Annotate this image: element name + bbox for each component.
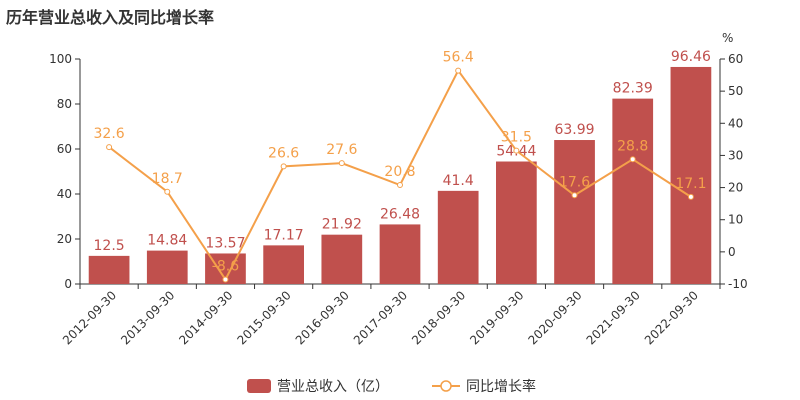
y-right-tick-label: 40 xyxy=(728,116,743,130)
bar-data-label: 63.99 xyxy=(554,122,594,138)
bar-data-label: 96.46 xyxy=(671,49,711,65)
x-tick-label: 2017-09-30 xyxy=(351,288,410,347)
growth-rate-data-label: 28.8 xyxy=(617,138,648,154)
growth-rate-data-label: 56.4 xyxy=(443,50,474,66)
chart-title: 历年营业总收入及同比增长率 xyxy=(6,8,215,27)
growth-rate-point xyxy=(455,67,462,74)
bar xyxy=(670,66,712,284)
growth-rate-data-label: 31.5 xyxy=(501,130,532,146)
legend-swatch-revenue xyxy=(247,379,271,393)
x-tick-label: 2014-09-30 xyxy=(176,288,235,347)
bar xyxy=(146,250,188,284)
growth-rate-point xyxy=(338,160,345,167)
growth-rate-point xyxy=(222,276,229,283)
bar xyxy=(88,255,130,284)
growth-rate-data-label: 26.6 xyxy=(268,145,299,161)
y-right-tick-label: 0 xyxy=(728,245,736,259)
y-right-tick-label: 50 xyxy=(728,84,743,98)
growth-rate-point xyxy=(164,188,171,195)
growth-rate-point xyxy=(629,156,636,163)
y-right-tick-label: -10 xyxy=(728,277,748,291)
bar-data-label: 17.17 xyxy=(264,227,304,243)
x-tick-label: 2018-09-30 xyxy=(409,288,468,347)
bar-data-label: 26.48 xyxy=(380,206,420,222)
y-left-tick-label: 40 xyxy=(57,187,72,201)
y-right-tick-label: 60 xyxy=(728,52,743,66)
growth-rate-point xyxy=(687,193,694,200)
growth-rate-data-label: 17.1 xyxy=(675,176,706,192)
growth-rate-point xyxy=(571,192,578,199)
growth-rate-data-label: 27.6 xyxy=(326,142,357,158)
bar xyxy=(496,161,537,284)
growth-rate-point xyxy=(280,163,287,170)
x-tick-label: 2013-09-30 xyxy=(118,288,177,347)
y-right-tick-label: 20 xyxy=(728,181,743,195)
bar xyxy=(379,224,421,284)
x-tick-label: 2022-09-30 xyxy=(642,288,701,347)
x-tick-label: 2012-09-30 xyxy=(60,288,119,347)
x-tick-label: 2020-09-30 xyxy=(525,288,584,347)
growth-rate-point xyxy=(106,144,113,151)
growth-rate-data-label: 32.6 xyxy=(94,126,125,142)
bar xyxy=(263,245,304,284)
y-left-tick-label: 60 xyxy=(57,142,72,156)
y-right-tick-label: 10 xyxy=(728,213,743,227)
bar xyxy=(554,140,595,284)
y-left-tick-label: 20 xyxy=(57,232,72,246)
bar xyxy=(437,190,479,284)
x-tick-label: 2019-09-30 xyxy=(467,288,526,347)
y-left-tick-label: 0 xyxy=(64,277,72,291)
y-left-tick-label: 100 xyxy=(49,52,72,66)
bar-data-label: 82.39 xyxy=(613,81,653,97)
y-right-unit-label: % xyxy=(722,31,733,45)
growth-rate-point xyxy=(513,147,520,154)
growth-rate-data-label: 18.7 xyxy=(152,171,183,187)
bar-data-label: 12.5 xyxy=(94,238,125,254)
bar-data-label: 41.4 xyxy=(443,173,474,189)
bar-data-label: 13.57 xyxy=(205,235,245,251)
legend-label-revenue: 营业总收入（亿） xyxy=(277,379,389,395)
growth-rate-data-label: -8.6 xyxy=(212,259,239,275)
x-tick-label: 2016-09-30 xyxy=(293,288,352,347)
x-tick-label: 2021-09-30 xyxy=(584,288,643,347)
y-right-tick-label: 30 xyxy=(728,148,743,162)
bar xyxy=(321,234,363,284)
x-tick-label: 2015-09-30 xyxy=(235,288,294,347)
bar xyxy=(612,98,654,284)
bar-data-label: 21.92 xyxy=(322,217,362,233)
growth-rate-data-label: 17.6 xyxy=(559,174,590,190)
growth-rate-point xyxy=(397,182,403,188)
legend-label-growth: 同比增长率 xyxy=(466,378,536,395)
legend-swatch-growth-marker xyxy=(440,380,452,392)
bar-data-label: 14.84 xyxy=(147,233,187,249)
growth-rate-data-label: 20.8 xyxy=(384,164,415,180)
y-left-tick-label: 80 xyxy=(57,97,72,111)
